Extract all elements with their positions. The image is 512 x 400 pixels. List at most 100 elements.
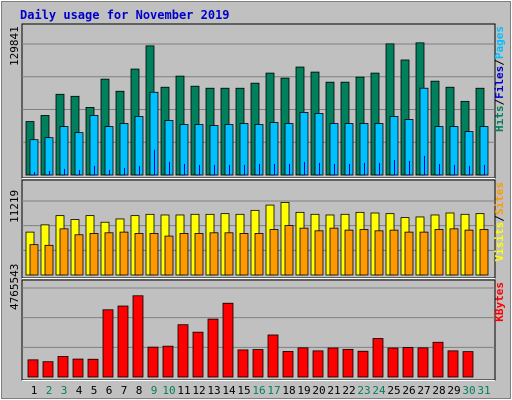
x-tick-label: 18 — [282, 384, 295, 397]
legend-entry: KBytes — [493, 282, 506, 322]
bar-sites-day-27 — [419, 231, 429, 276]
x-tick-label: 12 — [192, 384, 205, 397]
bar-sites-day-12 — [194, 233, 204, 276]
bar-pages-day-14 — [229, 164, 230, 175]
x-tick-label: 23 — [357, 384, 370, 397]
x-tick-label: 25 — [387, 384, 400, 397]
bar-files-day-3 — [59, 126, 69, 176]
bar-kbytes-day-24 — [372, 338, 384, 378]
bar-pages-day-20 — [319, 162, 320, 175]
bar-kbytes-day-14 — [222, 302, 234, 378]
bar-files-day-7 — [119, 123, 129, 176]
x-tick-label: 20 — [312, 384, 325, 397]
bar-kbytes-day-5 — [87, 358, 99, 378]
legend-entry: Hits — [493, 106, 506, 133]
bar-pages-day-23 — [364, 162, 365, 175]
bar-pages-day-11 — [184, 163, 185, 175]
bar-kbytes-day-28 — [432, 341, 444, 378]
bar-sites-day-29 — [449, 228, 459, 276]
bar-pages-day-8 — [139, 165, 140, 175]
chart-title: Daily usage for November 2019 — [20, 8, 230, 22]
bar-sites-day-3 — [59, 228, 69, 276]
bar-kbytes-day-7 — [117, 305, 129, 378]
legend-entry: / — [493, 215, 506, 222]
x-tick-label: 9 — [151, 384, 158, 397]
bar-pages-day-17 — [274, 163, 275, 175]
bar-pages-day-25 — [394, 159, 395, 175]
bar-pages-day-2 — [49, 170, 50, 175]
bar-kbytes-day-30 — [462, 351, 474, 378]
bar-pages-day-26 — [409, 160, 410, 175]
legend-entry: / — [493, 59, 506, 66]
bar-sites-day-2 — [44, 244, 54, 276]
x-tick-label: 15 — [237, 384, 250, 397]
bar-kbytes-day-21 — [327, 347, 339, 378]
bar-kbytes-day-26 — [402, 347, 414, 378]
bar-pages-day-10 — [169, 161, 170, 175]
bar-pages-day-29 — [454, 164, 455, 175]
x-tick-label: 21 — [327, 384, 340, 397]
panel-legend: KBytes — [493, 282, 506, 322]
bar-sites-day-30 — [464, 229, 474, 276]
bar-sites-day-31 — [479, 229, 489, 276]
bar-kbytes-day-6 — [102, 309, 114, 378]
bar-pages-day-6 — [109, 169, 110, 175]
bar-pages-day-1 — [34, 171, 35, 175]
x-tick-label: 30 — [462, 384, 475, 397]
bar-kbytes-day-17 — [267, 334, 279, 378]
bar-sites-day-22 — [344, 229, 354, 276]
y-axis-max-label: 129841 — [8, 26, 21, 66]
bar-sites-day-17 — [269, 229, 279, 276]
bar-kbytes-day-10 — [162, 345, 174, 378]
bar-kbytes-day-20 — [312, 350, 324, 378]
panel-1: 129841 Hits/Files/Pages — [8, 23, 506, 179]
bar-pages-day-5 — [94, 165, 95, 175]
bar-pages-day-18 — [289, 163, 290, 175]
bar-pages-day-7 — [124, 167, 125, 175]
bar-files-day-6 — [104, 126, 114, 176]
bar-sites-day-19 — [299, 227, 309, 276]
x-tick-label: 10 — [162, 384, 175, 397]
chart-panels: 129841Hits/Files/Pages11219Visits/Sites4… — [8, 23, 506, 381]
bar-pages-day-31 — [484, 164, 485, 175]
bar-pages-day-27 — [424, 155, 425, 175]
bar-sites-day-23 — [359, 229, 369, 276]
x-tick-label: 19 — [297, 384, 310, 397]
bar-sites-day-9 — [149, 233, 159, 276]
panel-legend: Hits/Files/Pages — [493, 26, 506, 132]
x-tick-label: 2 — [46, 384, 53, 397]
x-tick-label: 11 — [177, 384, 190, 397]
bar-pages-day-30 — [469, 165, 470, 175]
x-tick-label: 6 — [106, 384, 113, 397]
x-tick-label: 1 — [31, 384, 38, 397]
bar-sites-day-6 — [104, 232, 114, 276]
x-tick-label: 16 — [252, 384, 265, 397]
bar-sites-day-24 — [374, 230, 384, 276]
bar-sites-day-26 — [404, 231, 414, 276]
bar-pages-day-4 — [79, 169, 80, 175]
bar-pages-day-15 — [244, 164, 245, 175]
bar-pages-day-3 — [64, 168, 65, 175]
legend-entry: / — [493, 99, 506, 106]
legend-entry: Pages — [493, 26, 506, 59]
bar-pages-day-28 — [439, 163, 440, 175]
bar-sites-day-20 — [314, 230, 324, 276]
bar-kbytes-day-16 — [252, 349, 264, 378]
bar-sites-day-14 — [224, 232, 234, 276]
bar-kbytes-day-15 — [237, 349, 249, 378]
bar-kbytes-day-12 — [192, 331, 204, 378]
x-tick-label: 31 — [477, 384, 490, 397]
bar-files-day-1 — [29, 139, 39, 176]
bar-pages-day-22 — [349, 163, 350, 175]
bar-sites-day-5 — [89, 233, 99, 276]
bar-pages-day-21 — [334, 163, 335, 175]
x-tick-label: 22 — [342, 384, 355, 397]
bar-sites-day-1 — [29, 244, 39, 276]
bar-sites-day-10 — [164, 235, 174, 276]
bar-sites-day-16 — [254, 233, 264, 276]
x-tick-label: 14 — [222, 384, 236, 397]
bar-kbytes-day-25 — [387, 347, 399, 378]
bar-kbytes-day-9 — [147, 346, 159, 378]
bar-sites-day-4 — [74, 234, 84, 276]
